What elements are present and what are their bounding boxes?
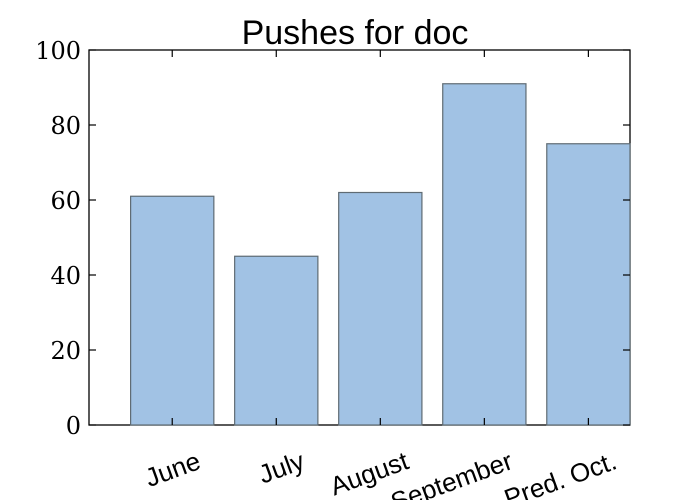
x-tick-label: Pred. Oct. <box>500 445 620 500</box>
chart-title: Pushes for doc <box>242 14 469 52</box>
y-tick-label: 20 <box>50 337 81 365</box>
bar-september <box>442 83 527 426</box>
bar-august <box>338 191 423 426</box>
y-tick-label: 100 <box>35 37 81 65</box>
bar-july <box>234 255 319 426</box>
y-tick-label: 60 <box>50 187 81 215</box>
y-tick-label: 0 <box>66 412 81 440</box>
bars-group <box>130 83 631 426</box>
y-tick-label: 40 <box>50 262 81 290</box>
bar-june <box>130 195 215 426</box>
y-axis: 0 20 40 60 80 100 <box>35 37 630 440</box>
x-tick-label: July <box>255 445 309 489</box>
bar-pred-oct <box>546 143 631 426</box>
y-tick-label: 80 <box>50 112 81 140</box>
x-tick-label: June <box>141 445 204 492</box>
